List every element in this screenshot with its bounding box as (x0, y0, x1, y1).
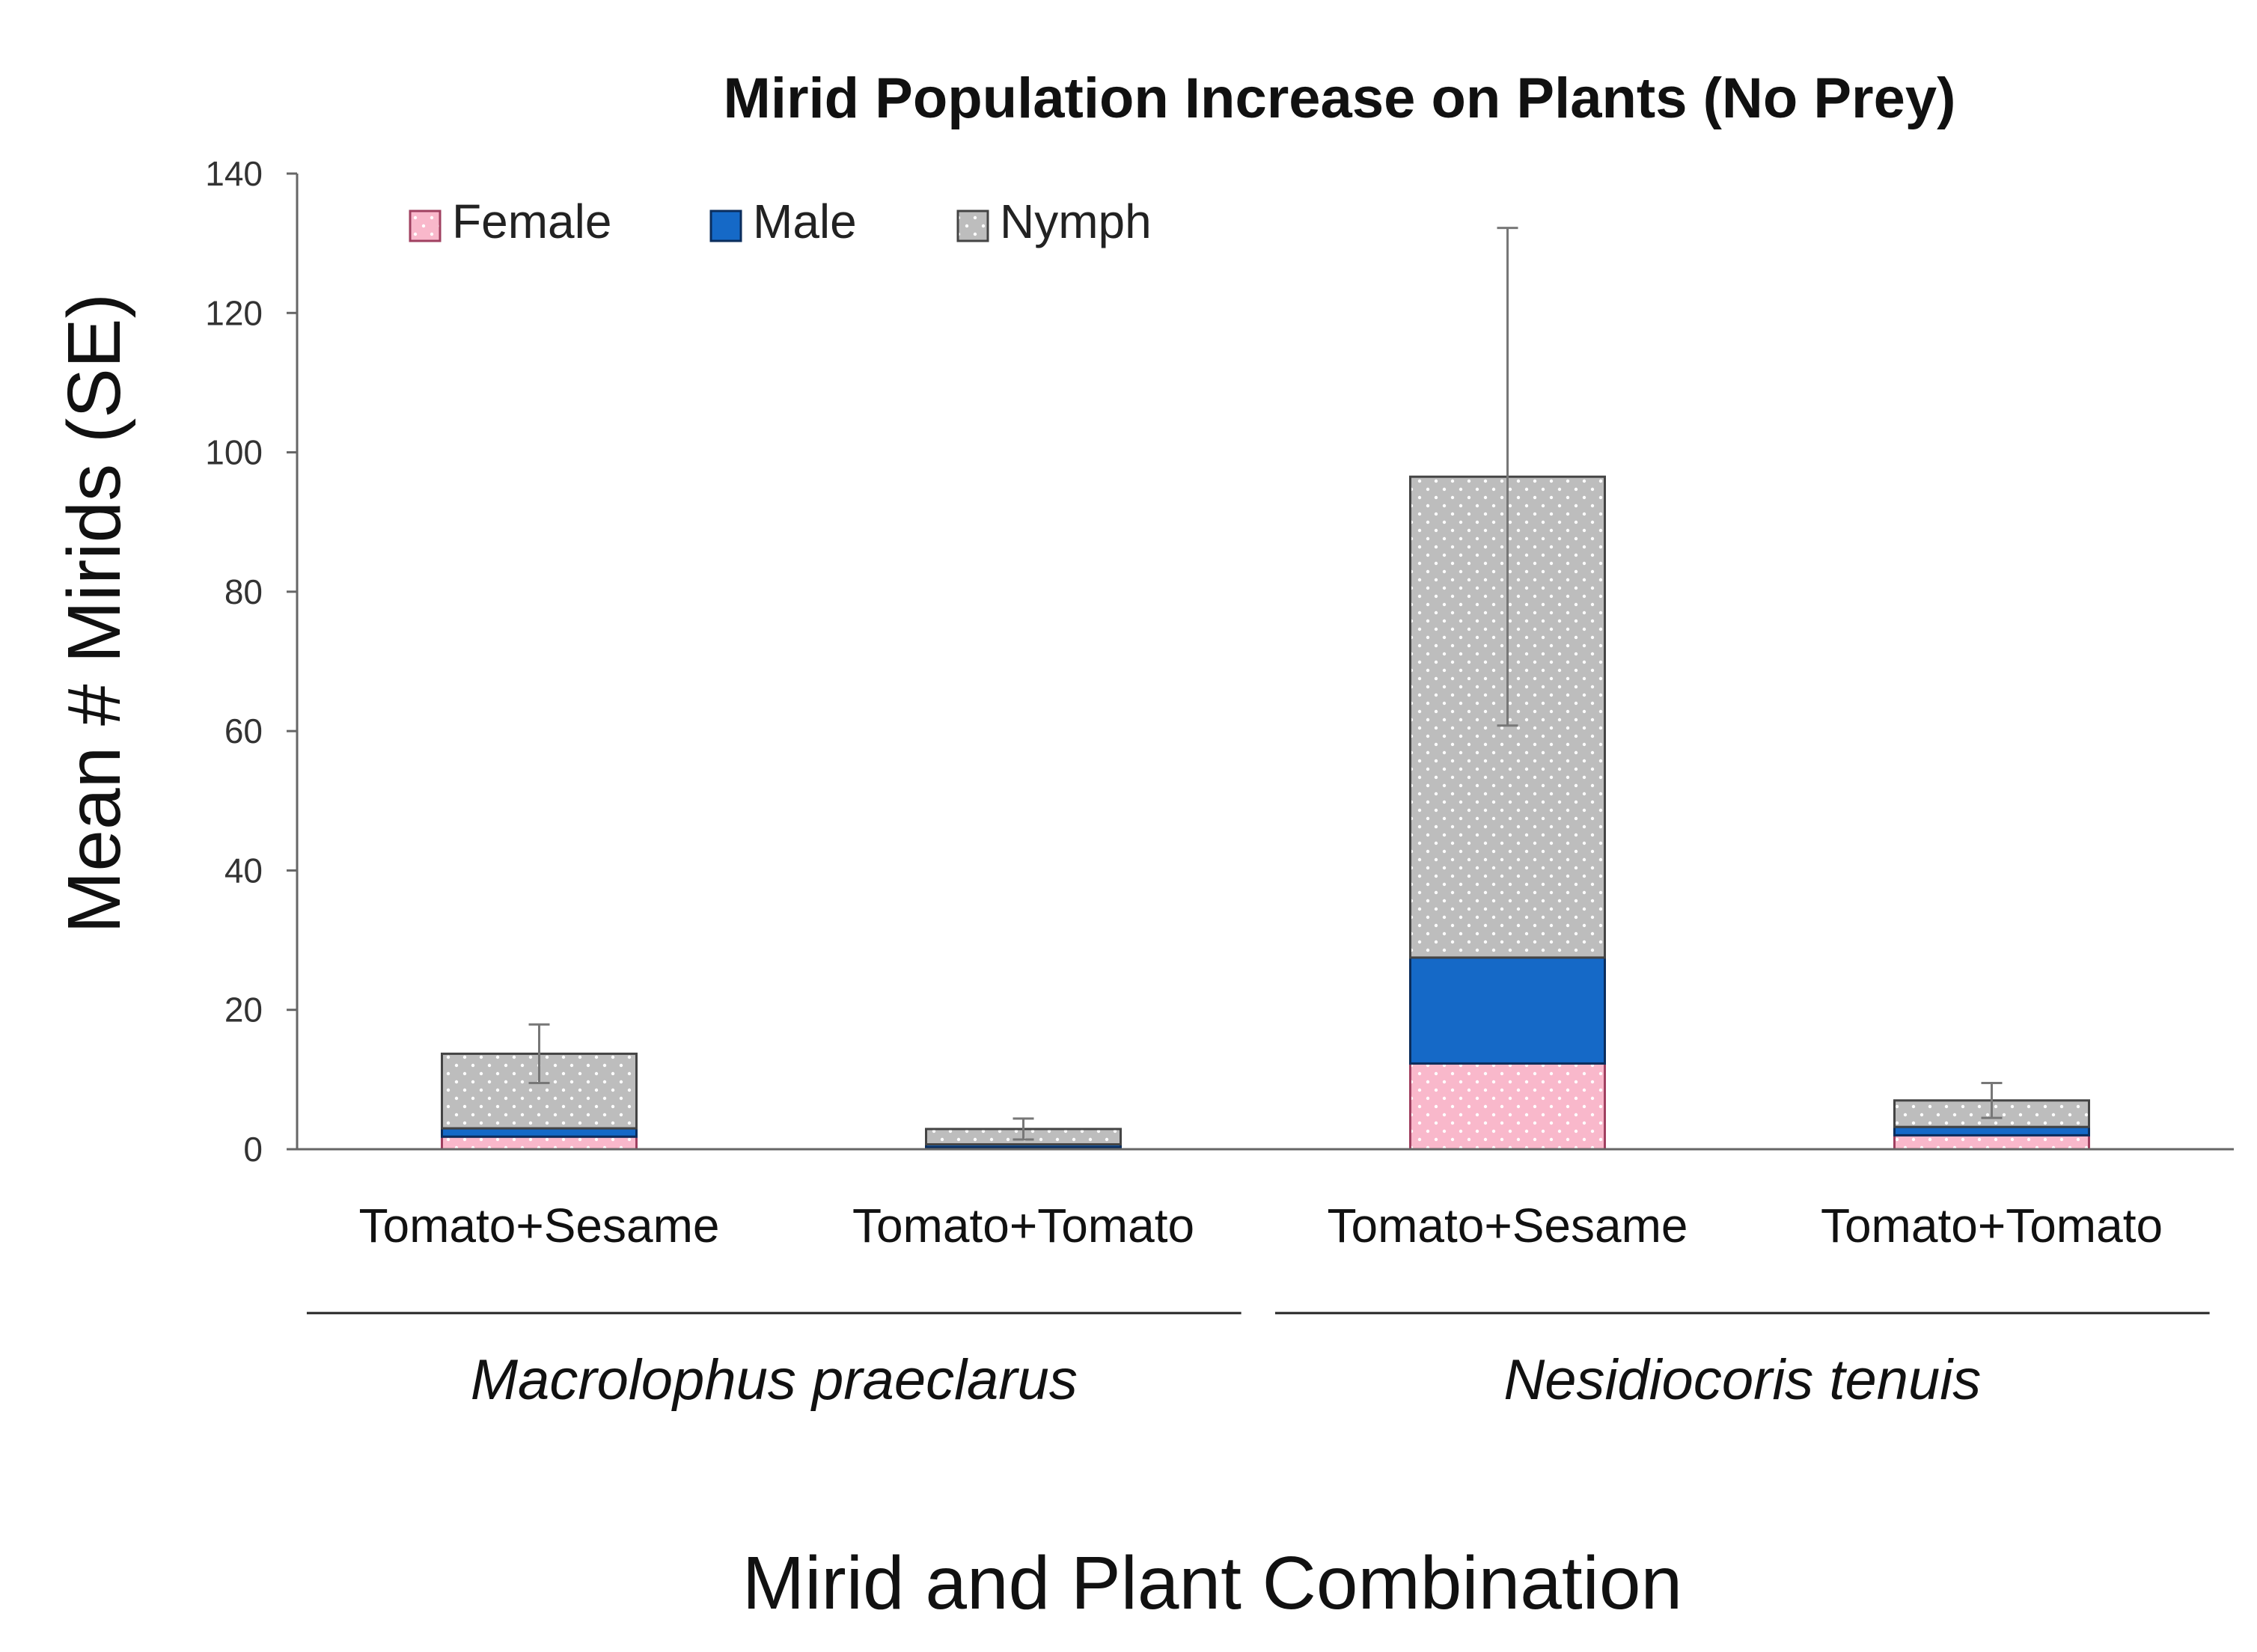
y-tick-label: 40 (225, 851, 263, 890)
y-tick-label: 60 (225, 712, 263, 750)
bar-male-0 (441, 1127, 638, 1138)
bar-female-2 (1409, 1062, 1606, 1151)
group-label-0: Macrolophus praeclarus (471, 1348, 1078, 1412)
x-axis-label: Mirid and Plant Combination (742, 1541, 1682, 1625)
y-tick-label: 80 (225, 572, 263, 611)
y-tick-label: 140 (205, 154, 263, 193)
group-label-1: Nesidiocoris tenuis (1503, 1348, 1981, 1412)
x-tick-label: Tomato+Tomato (1821, 1199, 2163, 1252)
x-tick-label: Tomato+Tomato (852, 1199, 1194, 1252)
y-tick-label: 120 (205, 293, 263, 332)
legend-label-female: Female (452, 195, 611, 248)
legend-swatch-nymph (956, 209, 989, 242)
bar-female-3 (1893, 1134, 2090, 1151)
bar-male-2 (1409, 956, 1606, 1065)
legend: Female Male Nymph (409, 195, 1152, 248)
error-bars (528, 227, 2003, 1141)
group-labels: Macrolophus praeclarus Nesidiocoris tenui… (306, 1312, 2210, 1412)
legend-label-nymph: Nymph (1000, 195, 1152, 248)
x-axis: Tomato+Sesame Tomato+Tomato Tomato+Sesame T… (297, 1148, 2234, 1252)
chart-title: Mirid Population Increase on Plants (No … (724, 67, 1956, 130)
y-tick-label: 0 (243, 1130, 263, 1169)
legend-swatch-female (409, 209, 442, 242)
x-tick-label: Tomato+Sesame (358, 1199, 719, 1252)
y-axis: 0 20 40 60 80 100 120 140 (205, 154, 299, 1169)
x-tick-label: Tomato+Sesame (1327, 1199, 1688, 1252)
bar-male-3 (1893, 1125, 2090, 1136)
legend-swatch-male (709, 209, 742, 242)
bars (441, 475, 2090, 1151)
y-tick-label: 100 (205, 433, 263, 472)
y-axis-label: Mean # Mirids (SE) (52, 293, 136, 934)
bar-female-0 (441, 1135, 638, 1151)
legend-label-male: Male (753, 195, 857, 248)
y-tick-label: 20 (225, 991, 263, 1030)
